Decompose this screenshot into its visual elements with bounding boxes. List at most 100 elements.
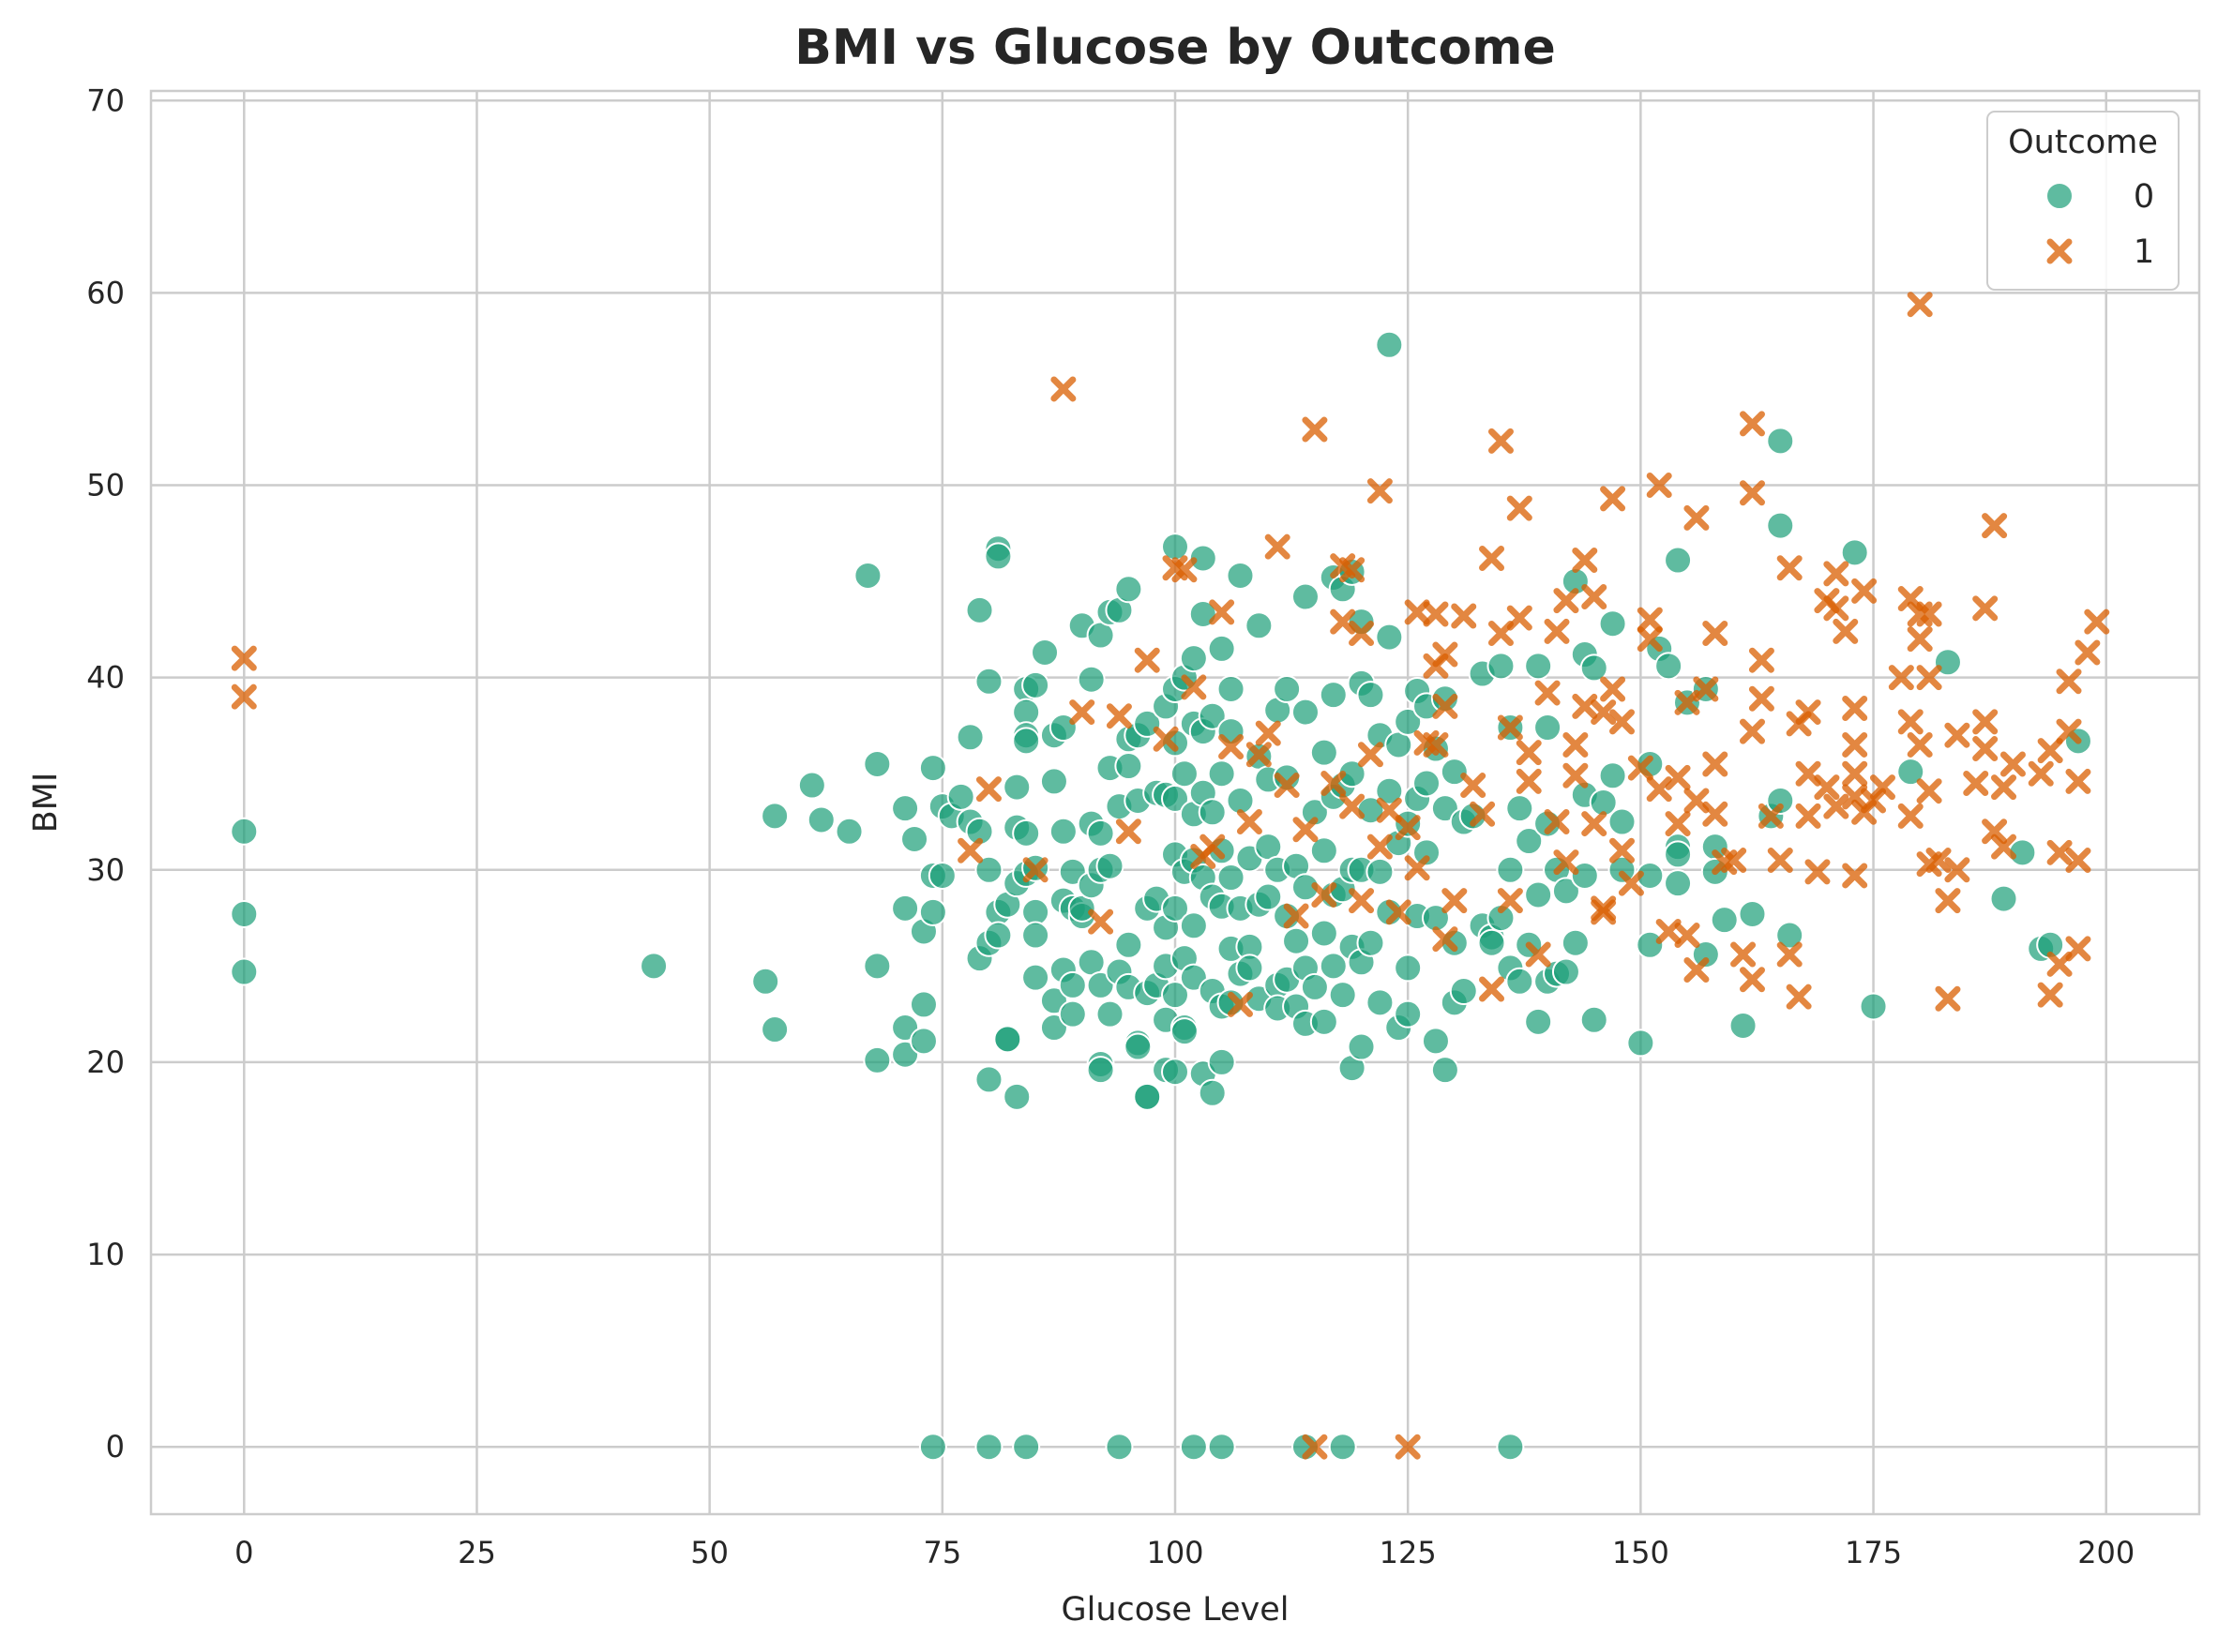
point-outcome-1	[231, 645, 257, 671]
point-outcome-1	[1982, 513, 2008, 539]
point-outcome-1	[1562, 731, 1589, 758]
point-outcome-0	[1775, 921, 1804, 950]
point-outcome-1	[2084, 608, 2110, 635]
point-outcome-0	[1161, 784, 1189, 813]
point-outcome-0	[1375, 776, 1404, 805]
point-outcome-0	[1551, 877, 1580, 906]
point-outcome-0	[1086, 818, 1115, 848]
point-outcome-1	[2056, 718, 2082, 744]
point-outcome-1	[1562, 762, 1589, 788]
point-outcome-0	[1235, 954, 1264, 983]
point-outcome-1	[1395, 815, 1421, 841]
point-outcome-1	[1907, 292, 1933, 318]
point-outcome-1	[1916, 778, 1942, 804]
point-outcome-0	[1394, 999, 1423, 1029]
point-outcome-1	[1999, 751, 2026, 777]
y-axis-tick-labels: 0 10 20 30 40 50 60 70	[86, 83, 125, 1464]
point-outcome-0	[1309, 836, 1338, 865]
point-outcome-1	[1665, 811, 1691, 837]
point-outcome-1	[1935, 985, 1961, 1012]
point-outcome-0	[1226, 561, 1255, 590]
point-outcome-1	[1842, 731, 1868, 758]
point-outcome-1	[1339, 557, 1366, 583]
point-outcome-0	[1290, 582, 1320, 611]
point-outcome-1	[1366, 478, 1393, 504]
point-outcome-0	[1664, 869, 1693, 898]
point-outcome-0	[1486, 652, 1516, 681]
point-outcome-1	[2075, 639, 2101, 666]
point-outcome-1	[1767, 848, 1793, 874]
point-outcome-0	[1039, 767, 1068, 796]
point-outcome-1	[1702, 801, 1728, 827]
point-outcome-1	[1050, 376, 1077, 402]
point-outcome-0	[1394, 954, 1423, 983]
point-outcome-0	[1161, 1058, 1189, 1087]
point-outcome-1	[1935, 888, 1961, 914]
point-outcome-1	[1376, 797, 1402, 823]
point-outcome-0	[1021, 670, 1050, 699]
point-outcome-0	[900, 824, 929, 853]
point-outcome-0	[1273, 674, 1302, 703]
point-outcome-0	[230, 817, 259, 846]
point-outcome-1	[1404, 855, 1430, 881]
point-outcome-0	[1216, 674, 1245, 703]
point-outcome-1	[1349, 888, 1375, 914]
point-outcome-1	[1739, 967, 1765, 993]
point-outcome-0	[1309, 919, 1338, 948]
point-outcome-1	[1022, 857, 1049, 883]
grid-lines	[151, 91, 2199, 1514]
point-outcome-1	[1982, 818, 2008, 845]
point-outcome-1	[1470, 801, 1496, 827]
point-outcome-0	[1198, 1078, 1227, 1107]
point-outcome-1	[1600, 486, 1626, 512]
point-outcome-1	[1795, 760, 1821, 787]
point-outcome-0	[1533, 713, 1562, 742]
point-outcome-0	[1710, 906, 1739, 935]
point-outcome-0	[1300, 798, 1329, 827]
point-outcome-0	[1412, 769, 1441, 798]
point-outcome-1	[1823, 561, 1849, 587]
point-outcome-1	[1944, 722, 1970, 748]
point-outcome-0	[1328, 981, 1357, 1010]
point-outcome-0	[1477, 928, 1506, 957]
point-outcome-0	[1179, 911, 1208, 940]
point-outcome-0	[918, 754, 947, 783]
point-outcome-1	[1665, 764, 1691, 790]
point-outcome-0	[1282, 926, 1311, 955]
point-outcome-0	[1524, 880, 1553, 909]
point-outcome-1	[2065, 768, 2091, 794]
point-outcome-1	[1339, 793, 1366, 819]
point-outcome-0	[1356, 681, 1385, 710]
point-outcome-1	[2037, 738, 2063, 764]
point-outcome-1	[1497, 888, 1523, 914]
point-outcome-1	[1572, 548, 1598, 574]
point-outcome-1	[1432, 641, 1458, 668]
point-outcome-1	[1292, 817, 1319, 843]
point-outcome-0	[1579, 1005, 1608, 1034]
point-outcome-1	[1721, 848, 1747, 874]
chart-title: BMI vs Glucose by Outcome	[794, 20, 1555, 76]
point-outcome-1	[1320, 770, 1347, 796]
point-outcome-0	[1766, 786, 1795, 815]
point-outcome-0	[1896, 758, 1925, 787]
point-outcome-1	[1330, 608, 1356, 635]
point-outcome-1	[1553, 588, 1579, 614]
point-outcome-0	[1003, 773, 1032, 802]
y-tick-label: 70	[86, 83, 125, 118]
point-outcome-1	[1572, 693, 1598, 719]
point-outcome-1	[1730, 941, 1757, 968]
point-outcome-0	[1496, 855, 1525, 884]
point-outcome-1	[1088, 909, 1114, 935]
point-outcome-1	[1972, 595, 1999, 622]
legend-title: Outcome	[2008, 124, 2158, 161]
point-outcome-0	[1086, 1056, 1115, 1085]
legend-label-0: 0	[2134, 178, 2154, 216]
point-outcome-0	[1430, 1056, 1459, 1085]
point-outcome-1	[1739, 480, 1765, 506]
point-outcome-1	[1627, 755, 1653, 781]
point-outcome-0	[1169, 1017, 1199, 1046]
point-outcome-1	[1591, 895, 1617, 922]
point-outcome-0	[1319, 681, 1348, 710]
x-axis-title: Glucose Level	[1062, 1591, 1290, 1629]
